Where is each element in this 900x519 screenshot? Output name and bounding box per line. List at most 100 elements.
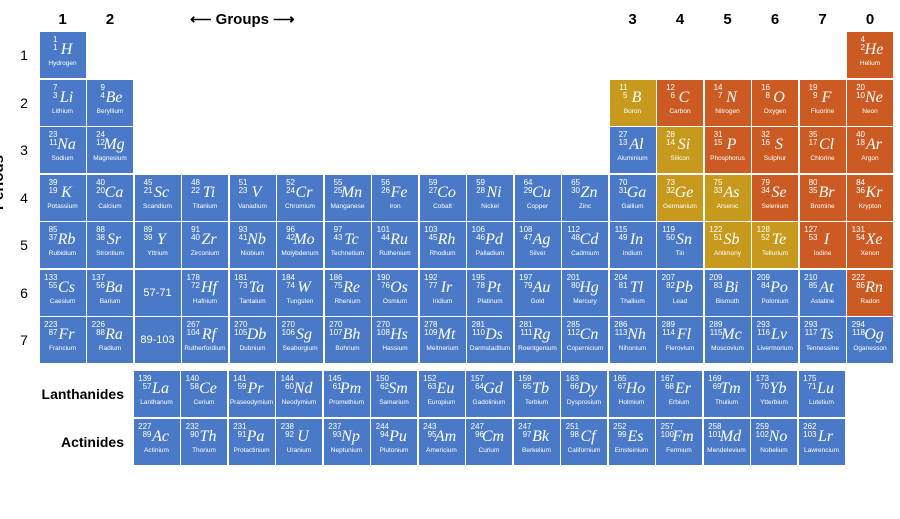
element-Sn: 11950SnTin <box>657 222 703 268</box>
group-numbers-row: 12345670 <box>10 10 890 30</box>
element-symbol: H <box>61 42 73 58</box>
element-name: Cerium <box>194 399 215 407</box>
element-Th: 23290ThThorium <box>181 419 227 465</box>
element-symbol: K <box>61 185 72 201</box>
f-block: Lanthanides13957LaLanthanum14058CeCerium… <box>10 371 890 465</box>
group-number: 6 <box>752 10 798 30</box>
element-symbol: Os <box>390 280 408 296</box>
mass-atomic-numbers: 262103 <box>803 423 817 439</box>
mass-atomic-numbers: 199 <box>804 84 818 100</box>
mass-atomic-numbers: 16567 <box>613 375 627 391</box>
mass-atomic-numbers: 11248 <box>566 226 580 242</box>
element-Li: 73LiLithium <box>40 80 86 126</box>
element-name: Roentgenium <box>518 345 557 353</box>
element-symbol: Dy <box>579 381 598 397</box>
mass-atomic-numbers: 23892 <box>280 423 294 439</box>
element-symbol: Sr <box>107 232 121 248</box>
element-symbol: C <box>679 90 690 106</box>
element-name: Lithium <box>52 108 73 116</box>
element-Rh: 10345RhRhodium <box>420 222 466 268</box>
element-name: Chlorine <box>810 155 834 163</box>
groups-axis-label: ⟵ Groups ⟶ <box>190 10 295 28</box>
element-symbol: N <box>726 90 737 106</box>
lanthanide-range: 57-71 <box>135 270 181 316</box>
element-Ca: 4020CaCalcium <box>87 175 133 221</box>
element-symbol: Ac <box>152 429 169 445</box>
element-Ru: 10144RuRuthenium <box>372 222 418 268</box>
mass-atomic-numbers: 9341 <box>234 226 248 242</box>
element-Pr: 14159PrPraseodymium <box>229 371 275 417</box>
element-symbol: Te <box>772 232 787 248</box>
element-symbol: Es <box>628 429 644 445</box>
element-name: Argon <box>861 155 878 163</box>
mass-atomic-numbers: 270108 <box>376 321 390 337</box>
element-symbol: Rf <box>202 327 216 343</box>
mass-atomic-numbers: 20983 <box>709 274 723 290</box>
element-Cn: 285112CnCopernicium <box>562 317 608 363</box>
element-symbol: Tb <box>532 381 549 397</box>
mass-atomic-numbers: 286113 <box>614 321 628 337</box>
mass-atomic-numbers: 23191 <box>233 423 247 439</box>
group-number <box>372 10 418 30</box>
element-symbol: Rb <box>58 232 76 248</box>
element-Nh: 286113NhNihonium <box>610 317 656 363</box>
element-symbol: Hs <box>390 327 408 343</box>
mass-atomic-numbers: 20481 <box>614 274 628 290</box>
element-name: Iridium <box>433 298 453 306</box>
mass-atomic-numbers: 15263 <box>423 375 437 391</box>
element-symbol: Ru <box>390 232 408 248</box>
element-name: Molybdenum <box>281 250 318 258</box>
mass-atomic-numbers: 19277 <box>424 274 438 290</box>
mass-atomic-numbers: 4018 <box>851 131 865 147</box>
element-symbol: F <box>822 90 832 106</box>
element-name: Bismuth <box>716 298 739 306</box>
mass-atomic-numbers: 267104 <box>186 321 200 337</box>
element-Cf: 25198CfCalifornium <box>561 419 607 465</box>
element-name: Thallium <box>620 298 645 306</box>
element-name: Copernicium <box>567 345 604 353</box>
element-Ta: 18173TaTantalum <box>230 270 276 316</box>
mass-atomic-numbers: 15062 <box>375 375 389 391</box>
element-name: Curium <box>479 447 500 455</box>
element-name: Nickel <box>481 203 499 211</box>
mass-atomic-numbers: 2713 <box>614 131 628 147</box>
element-symbol: Sc <box>154 185 169 201</box>
mass-atomic-numbers: 2010 <box>851 84 865 100</box>
element-symbol: Ca <box>105 185 124 201</box>
element-name: Polonium <box>761 298 788 306</box>
element-symbol: Cl <box>819 137 834 153</box>
element-name: Lanthanum <box>140 399 173 407</box>
group-number: 5 <box>705 10 751 30</box>
element-Lv: 293116LvLivermorium <box>752 317 798 363</box>
element-Br: 8035BrBromine <box>800 175 846 221</box>
element-name: Krypton <box>859 203 881 211</box>
element-name: Rubidium <box>49 250 76 258</box>
element-name: Tellurium <box>762 250 788 258</box>
element-Al: 2713AlAluminium <box>610 127 656 173</box>
element-Sc: 4521ScScandium <box>135 175 181 221</box>
element-symbol: Ds <box>485 327 503 343</box>
mass-atomic-numbers: 8035 <box>804 179 818 195</box>
mass-atomic-numbers: 11 <box>44 36 58 52</box>
element-symbol: Mt <box>438 327 456 343</box>
element-name: Zirconium <box>191 250 220 258</box>
element-name: Fluorine <box>811 108 834 116</box>
element-Ts: 293117TsTennessine <box>800 317 846 363</box>
group-number: 3 <box>610 10 656 30</box>
mass-atomic-numbers: 9642 <box>281 226 295 242</box>
element-Bh: 270107BhBohrium <box>325 317 371 363</box>
element-symbol: Si <box>678 137 690 153</box>
group-number <box>515 10 561 30</box>
element-Zr: 9140ZrZirconium <box>182 222 228 268</box>
element-symbol: Cu <box>532 185 551 201</box>
element-name: Praseodymium <box>230 399 273 407</box>
element-Pd: 10646PdPalladium <box>467 222 513 268</box>
element-name: Manganese <box>331 203 365 211</box>
mass-atomic-numbers: 16969 <box>708 375 722 391</box>
element-Ti: 4822TiTitanium <box>182 175 228 221</box>
element-symbol: Fr <box>59 327 75 343</box>
element-W: 18474WTungsten <box>277 270 323 316</box>
element-name: Technetium <box>331 250 364 258</box>
element-symbol: Cm <box>482 429 504 445</box>
element-symbol: Ag <box>533 232 551 248</box>
